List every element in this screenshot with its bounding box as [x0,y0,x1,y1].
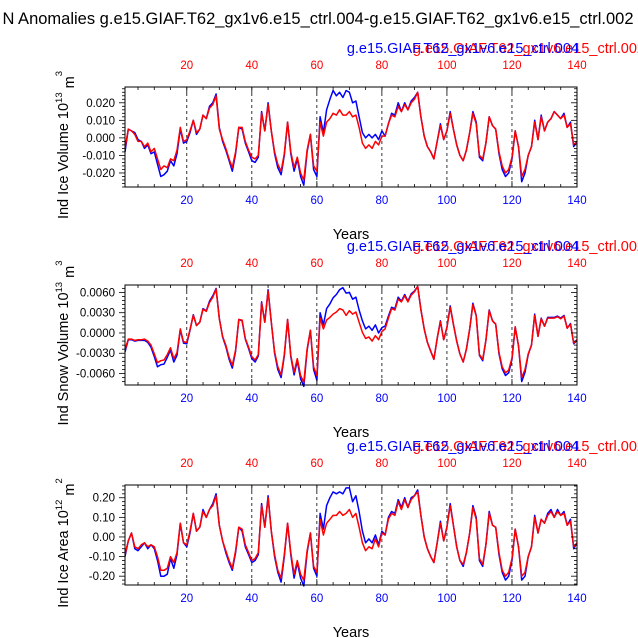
plot-frame [124,484,578,586]
y-axis-title-part: Ind Ice Volume 10 [56,103,72,219]
y-tick-label: 0.0030 [80,308,115,320]
x-tick-label-top: 60 [310,458,323,470]
x-axis-title: Years [333,625,370,638]
y-tick-label: 0.10 [93,512,115,524]
x-tick-label-top: 100 [437,458,456,470]
y-axis-title-part: 13 [54,282,65,293]
x-tick-label-bottom: 20 [180,195,193,207]
x-tick-label-bottom: 80 [375,593,388,605]
y-tick-label: -0.020 [82,168,115,180]
y-tick-label: 0.000 [86,133,115,145]
x-tick-label-top: 140 [567,60,586,72]
top-label-blue: g.e15.GIAF.T62_gx1v6.e15_ctrl.004 [347,41,579,57]
y-axis-title-part: 12 [54,500,65,511]
x-tick-label-bottom: 40 [245,593,258,605]
series-line-red [124,91,578,181]
x-tick-label-top: 100 [437,60,456,72]
y-axis-title-part: 13 [54,92,65,103]
x-tick-label-top: 60 [310,258,323,270]
x-tick-label-top: 20 [180,60,193,72]
plot-frame [124,284,578,386]
y-tick-label: 0.00 [93,532,115,544]
x-tick-label-top: 40 [245,60,258,72]
y-tick-label: -0.0060 [76,369,115,381]
panel-2: g.e15.GIAF.T62_gx1v6.e15_ctrl.002g.e15.G… [54,239,638,441]
x-tick-label-top: 120 [502,258,521,270]
top-label-red: g.e15.GIAF.T62_gx1v6.e15_ctrl.002 [413,41,638,57]
top-label-blue: g.e15.GIAF.T62_gx1v6.e15_ctrl.004 [347,239,579,255]
y-tick-label: 0.0060 [80,287,115,299]
x-tick-label-bottom: 120 [502,195,521,207]
y-tick-label: -0.10 [89,552,115,564]
x-tick-label-top: 60 [310,60,323,72]
x-tick-label-bottom: 100 [437,393,456,405]
x-axis-title: Years [333,227,370,243]
y-axis-title-part: Ind Ice Area 10 [56,510,72,608]
x-tick-label-top: 140 [567,258,586,270]
x-tick-label-top: 40 [245,258,258,270]
y-tick-label: -0.0030 [76,348,115,360]
series-line-red [124,491,578,581]
x-tick-label-top: 120 [502,458,521,470]
x-tick-label-top: 80 [375,258,388,270]
panel-1: g.e15.GIAF.T62_gx1v6.e15_ctrl.002g.e15.G… [54,41,638,243]
x-tick-label-bottom: 140 [567,195,586,207]
x-tick-label-top: 80 [375,60,388,72]
y-tick-label: 0.0000 [80,328,115,340]
y-tick-label: -0.20 [89,571,115,583]
plot-frame [124,86,578,188]
y-axis-title-part: 3 [54,261,65,266]
y-axis-title: Ind Snow Volume 1013 m3 [54,261,78,426]
y-tick-label: -0.010 [82,150,115,162]
x-tick-label-top: 20 [180,258,193,270]
x-tick-label-bottom: 140 [567,393,586,405]
panel-3: g.e15.GIAF.T62_gx1v6.e15_ctrl.002g.e15.G… [54,439,638,638]
x-tick-label-bottom: 140 [567,593,586,605]
y-axis-title-part: m [62,266,78,282]
x-tick-label-bottom: 120 [502,393,521,405]
y-axis-title-part: 3 [54,71,65,76]
x-tick-label-top: 100 [437,258,456,270]
y-axis-title-part: Ind Snow Volume 10 [56,292,72,425]
x-tick-label-bottom: 60 [310,593,323,605]
x-tick-label-bottom: 80 [375,195,388,207]
x-tick-label-bottom: 40 [245,393,258,405]
top-label-red: g.e15.GIAF.T62_gx1v6.e15_ctrl.002 [413,239,638,255]
figure-title: N Anomalies g.e15.GIAF.T62_gx1v6.e15_ctr… [2,10,633,28]
x-axis-title: Years [333,425,370,441]
x-tick-label-bottom: 40 [245,195,258,207]
x-tick-label-bottom: 60 [310,195,323,207]
top-label-blue: g.e15.GIAF.T62_gx1v6.e15_ctrl.004 [347,439,579,455]
x-tick-label-bottom: 20 [180,593,193,605]
y-tick-label: 0.010 [86,115,115,127]
y-axis-title: Ind Ice Volume 1013 m3 [54,71,78,219]
series-line-red [124,285,578,384]
x-tick-label-bottom: 120 [502,593,521,605]
x-tick-label-bottom: 100 [437,593,456,605]
y-axis-title-part: m [62,76,78,92]
x-tick-label-top: 20 [180,458,193,470]
x-tick-label-top: 140 [567,458,586,470]
top-label-red: g.e15.GIAF.T62_gx1v6.e15_ctrl.002 [413,439,638,455]
x-tick-label-bottom: 60 [310,393,323,405]
x-tick-label-bottom: 20 [180,393,193,405]
y-axis-title: Ind Ice Area 1012 m2 [54,478,78,608]
x-tick-label-bottom: 100 [437,195,456,207]
y-tick-label: 0.20 [93,493,115,505]
x-tick-label-top: 40 [245,458,258,470]
y-tick-label: 0.020 [86,98,115,110]
x-tick-label-top: 80 [375,458,388,470]
x-tick-label-top: 120 [502,60,521,72]
y-axis-title-part: 2 [54,478,65,483]
panels: g.e15.GIAF.T62_gx1v6.e15_ctrl.002g.e15.G… [54,41,638,638]
series-line-blue [124,89,578,186]
y-axis-title-part: m [62,484,78,500]
series-line-blue [124,285,578,388]
x-tick-label-bottom: 80 [375,393,388,405]
